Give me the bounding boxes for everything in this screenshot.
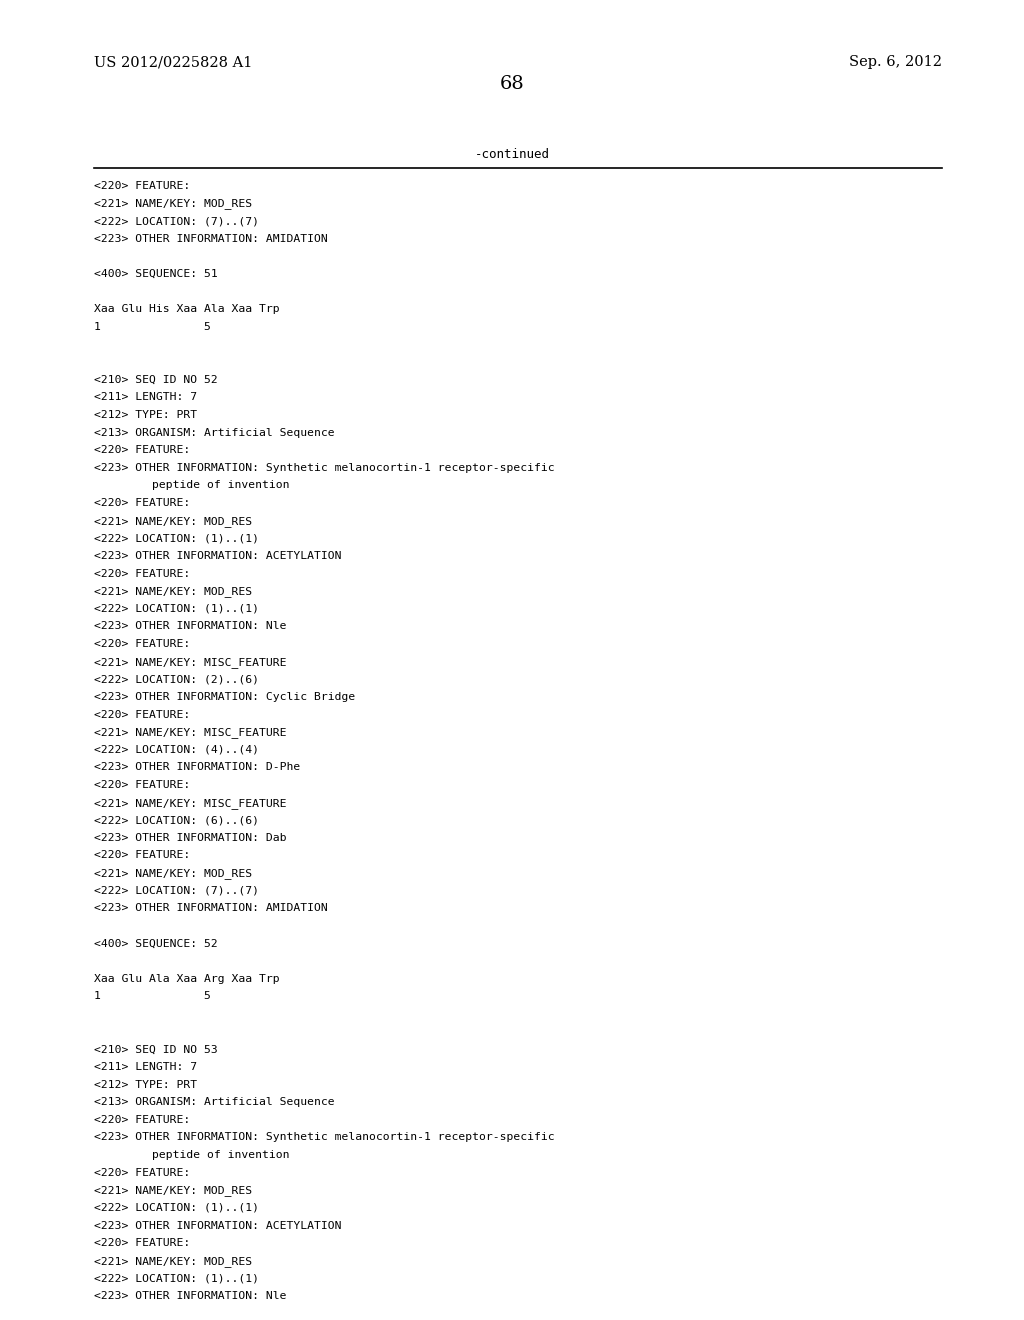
Text: <210> SEQ ID NO 52: <210> SEQ ID NO 52 bbox=[94, 375, 218, 384]
Text: <220> FEATURE:: <220> FEATURE: bbox=[94, 181, 190, 191]
Text: 68: 68 bbox=[500, 75, 524, 94]
Text: <400> SEQUENCE: 51: <400> SEQUENCE: 51 bbox=[94, 269, 218, 279]
Text: <220> FEATURE:: <220> FEATURE: bbox=[94, 850, 190, 861]
Text: <222> LOCATION: (6)..(6): <222> LOCATION: (6)..(6) bbox=[94, 816, 259, 825]
Text: Xaa Glu Ala Xaa Arg Xaa Trp: Xaa Glu Ala Xaa Arg Xaa Trp bbox=[94, 974, 280, 983]
Text: Sep. 6, 2012: Sep. 6, 2012 bbox=[849, 55, 942, 70]
Text: <212> TYPE: PRT: <212> TYPE: PRT bbox=[94, 1080, 198, 1089]
Text: <220> FEATURE:: <220> FEATURE: bbox=[94, 639, 190, 649]
Text: <223> OTHER INFORMATION: Cyclic Bridge: <223> OTHER INFORMATION: Cyclic Bridge bbox=[94, 692, 355, 702]
Text: <220> FEATURE:: <220> FEATURE: bbox=[94, 1115, 190, 1125]
Text: <211> LENGTH: 7: <211> LENGTH: 7 bbox=[94, 392, 198, 403]
Text: <220> FEATURE:: <220> FEATURE: bbox=[94, 445, 190, 455]
Text: <220> FEATURE:: <220> FEATURE: bbox=[94, 1238, 190, 1249]
Text: <220> FEATURE:: <220> FEATURE: bbox=[94, 710, 190, 719]
Text: <222> LOCATION: (1)..(1): <222> LOCATION: (1)..(1) bbox=[94, 603, 259, 614]
Text: <210> SEQ ID NO 53: <210> SEQ ID NO 53 bbox=[94, 1044, 218, 1055]
Text: <221> NAME/KEY: MOD_RES: <221> NAME/KEY: MOD_RES bbox=[94, 1185, 252, 1196]
Text: <221> NAME/KEY: MOD_RES: <221> NAME/KEY: MOD_RES bbox=[94, 1255, 252, 1267]
Text: peptide of invention: peptide of invention bbox=[152, 480, 289, 491]
Text: <212> TYPE: PRT: <212> TYPE: PRT bbox=[94, 411, 198, 420]
Text: <223> OTHER INFORMATION: Synthetic melanocortin-1 receptor-specific: <223> OTHER INFORMATION: Synthetic melan… bbox=[94, 1133, 555, 1142]
Text: Xaa Glu His Xaa Ala Xaa Trp: Xaa Glu His Xaa Ala Xaa Trp bbox=[94, 304, 280, 314]
Text: <221> NAME/KEY: MISC_FEATURE: <221> NAME/KEY: MISC_FEATURE bbox=[94, 727, 287, 738]
Text: <213> ORGANISM: Artificial Sequence: <213> ORGANISM: Artificial Sequence bbox=[94, 428, 335, 437]
Text: <223> OTHER INFORMATION: ACETYLATION: <223> OTHER INFORMATION: ACETYLATION bbox=[94, 1221, 342, 1230]
Text: 1               5: 1 5 bbox=[94, 991, 211, 1002]
Text: <221> NAME/KEY: MOD_RES: <221> NAME/KEY: MOD_RES bbox=[94, 869, 252, 879]
Text: <223> OTHER INFORMATION: AMIDATION: <223> OTHER INFORMATION: AMIDATION bbox=[94, 234, 328, 244]
Text: <222> LOCATION: (1)..(1): <222> LOCATION: (1)..(1) bbox=[94, 1274, 259, 1283]
Text: <223> OTHER INFORMATION: Nle: <223> OTHER INFORMATION: Nle bbox=[94, 622, 287, 631]
Text: <220> FEATURE:: <220> FEATURE: bbox=[94, 780, 190, 789]
Text: <222> LOCATION: (1)..(1): <222> LOCATION: (1)..(1) bbox=[94, 533, 259, 544]
Text: <223> OTHER INFORMATION: D-Phe: <223> OTHER INFORMATION: D-Phe bbox=[94, 763, 300, 772]
Text: <222> LOCATION: (7)..(7): <222> LOCATION: (7)..(7) bbox=[94, 216, 259, 226]
Text: <222> LOCATION: (2)..(6): <222> LOCATION: (2)..(6) bbox=[94, 675, 259, 684]
Text: <220> FEATURE:: <220> FEATURE: bbox=[94, 1168, 190, 1177]
Text: <220> FEATURE:: <220> FEATURE: bbox=[94, 498, 190, 508]
Text: <223> OTHER INFORMATION: Nle: <223> OTHER INFORMATION: Nle bbox=[94, 1291, 287, 1302]
Text: peptide of invention: peptide of invention bbox=[152, 1150, 289, 1160]
Text: <211> LENGTH: 7: <211> LENGTH: 7 bbox=[94, 1061, 198, 1072]
Text: <222> LOCATION: (4)..(4): <222> LOCATION: (4)..(4) bbox=[94, 744, 259, 755]
Text: <221> NAME/KEY: MOD_RES: <221> NAME/KEY: MOD_RES bbox=[94, 198, 252, 210]
Text: <221> NAME/KEY: MOD_RES: <221> NAME/KEY: MOD_RES bbox=[94, 516, 252, 527]
Text: -continued: -continued bbox=[474, 148, 550, 161]
Text: <223> OTHER INFORMATION: Synthetic melanocortin-1 receptor-specific: <223> OTHER INFORMATION: Synthetic melan… bbox=[94, 463, 555, 473]
Text: <400> SEQUENCE: 52: <400> SEQUENCE: 52 bbox=[94, 939, 218, 949]
Text: <223> OTHER INFORMATION: Dab: <223> OTHER INFORMATION: Dab bbox=[94, 833, 287, 843]
Text: US 2012/0225828 A1: US 2012/0225828 A1 bbox=[94, 55, 253, 70]
Text: <221> NAME/KEY: MISC_FEATURE: <221> NAME/KEY: MISC_FEATURE bbox=[94, 656, 287, 668]
Text: <222> LOCATION: (1)..(1): <222> LOCATION: (1)..(1) bbox=[94, 1203, 259, 1213]
Text: <221> NAME/KEY: MISC_FEATURE: <221> NAME/KEY: MISC_FEATURE bbox=[94, 797, 287, 809]
Text: <223> OTHER INFORMATION: AMIDATION: <223> OTHER INFORMATION: AMIDATION bbox=[94, 903, 328, 913]
Text: <220> FEATURE:: <220> FEATURE: bbox=[94, 569, 190, 578]
Text: <221> NAME/KEY: MOD_RES: <221> NAME/KEY: MOD_RES bbox=[94, 586, 252, 597]
Text: 1               5: 1 5 bbox=[94, 322, 211, 331]
Text: <222> LOCATION: (7)..(7): <222> LOCATION: (7)..(7) bbox=[94, 886, 259, 896]
Text: <213> ORGANISM: Artificial Sequence: <213> ORGANISM: Artificial Sequence bbox=[94, 1097, 335, 1107]
Text: <223> OTHER INFORMATION: ACETYLATION: <223> OTHER INFORMATION: ACETYLATION bbox=[94, 550, 342, 561]
